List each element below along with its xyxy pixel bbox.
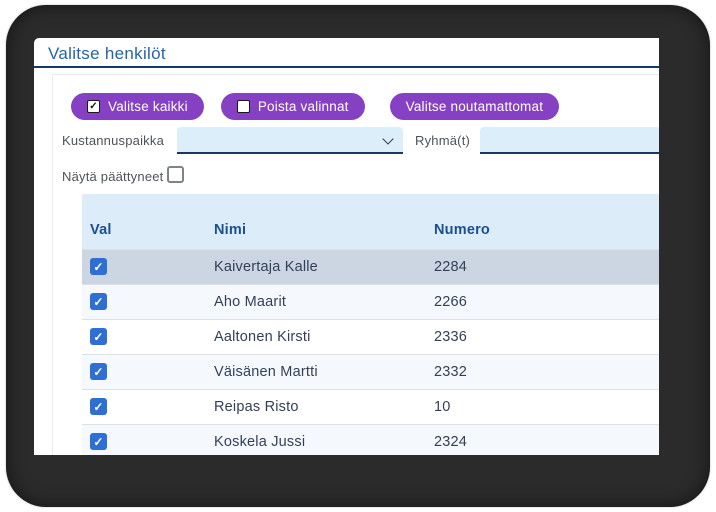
row-checkbox[interactable]: ✓: [90, 258, 107, 275]
person-number: 2284: [426, 248, 659, 284]
table-row[interactable]: ✓ Reipas Risto 10: [82, 388, 659, 424]
person-number: 10: [426, 388, 659, 424]
person-number: 2266: [426, 283, 659, 319]
column-header-name: Nimi: [206, 194, 426, 249]
checkmark-icon: ✓: [93, 259, 104, 274]
select-unfetched-label: Valitse noutamattomat: [405, 99, 544, 114]
row-checkbox[interactable]: ✓: [90, 363, 107, 380]
table-row[interactable]: ✓ Aaltonen Kirsti 2336: [82, 318, 659, 354]
row-checkbox[interactable]: ✓: [90, 328, 107, 345]
select-unfetched-button[interactable]: Valitse noutamattomat: [389, 93, 560, 120]
cost-center-select-wrap: [177, 127, 403, 154]
row-checkbox[interactable]: ✓: [90, 293, 107, 310]
table-row[interactable]: ✓ Kaivertaja Kalle 2284: [82, 248, 659, 284]
checkmark-icon: ✓: [93, 399, 104, 414]
table-row[interactable]: ✓ Aho Maarit 2266: [82, 283, 659, 319]
person-name: Kaivertaja Kalle: [206, 248, 426, 284]
clear-selections-label: Poista valinnat: [257, 99, 349, 114]
modal-title: Valitse henkilöt: [48, 44, 166, 63]
person-name: Aho Maarit: [206, 283, 426, 319]
show-ended-checkbox[interactable]: ✓: [167, 166, 184, 183]
table-header-row: Val Nimi Numero: [82, 194, 659, 249]
person-name: Reipas Risto: [206, 388, 426, 424]
screenshot-frame: Valitse henkilöt ✓ Valitse kaikki Poista…: [6, 5, 710, 507]
table-row[interactable]: ✓ Koskela Jussi 2324: [82, 423, 659, 455]
groups-label: Ryhmä(t): [415, 133, 471, 148]
person-number: 2332: [426, 353, 659, 389]
cost-center-label: Kustannuspaikka: [62, 133, 165, 148]
person-number: 2324: [426, 423, 659, 455]
person-name: Koskela Jussi: [206, 423, 426, 455]
clear-selections-button[interactable]: Poista valinnat: [220, 93, 365, 120]
content-panel: ✓ Valitse kaikki Poista valinnat Valitse…: [52, 74, 659, 455]
checkmark-icon: ✓: [93, 329, 104, 344]
show-ended-label: Näytä päättyneet: [62, 169, 164, 184]
person-number: 2336: [426, 318, 659, 354]
table-row[interactable]: ✓ Väisänen Martti 2332: [82, 353, 659, 389]
checkmark-icon: ✓: [93, 364, 104, 379]
cost-center-select[interactable]: [177, 127, 403, 154]
person-name: Väisänen Martti: [206, 353, 426, 389]
row-checkbox[interactable]: ✓: [90, 398, 107, 415]
person-name: Aaltonen Kirsti: [206, 318, 426, 354]
row-checkbox[interactable]: ✓: [90, 433, 107, 451]
column-header-number: Numero: [426, 194, 659, 249]
people-table: Val Nimi Numero ✓ Kaivertaja Kalle 2284 …: [82, 194, 659, 455]
people-table-body: ✓ Kaivertaja Kalle 2284 ✓ Aho Maarit 226…: [82, 248, 659, 455]
select-all-button[interactable]: ✓ Valitse kaikki: [71, 93, 204, 120]
unchecked-checkbox-icon: [236, 100, 250, 113]
select-all-label: Valitse kaikki: [108, 99, 188, 114]
column-header-val: Val: [82, 194, 206, 249]
title-divider: [34, 66, 659, 68]
toolbar: ✓ Valitse kaikki Poista valinnat Valitse…: [71, 93, 560, 120]
checked-checkbox-icon: ✓: [87, 100, 100, 113]
groups-input[interactable]: [480, 127, 659, 154]
checkmark-icon: ✓: [93, 434, 104, 449]
checkmark-icon: ✓: [93, 294, 104, 309]
select-persons-modal: Valitse henkilöt ✓ Valitse kaikki Poista…: [34, 38, 659, 455]
